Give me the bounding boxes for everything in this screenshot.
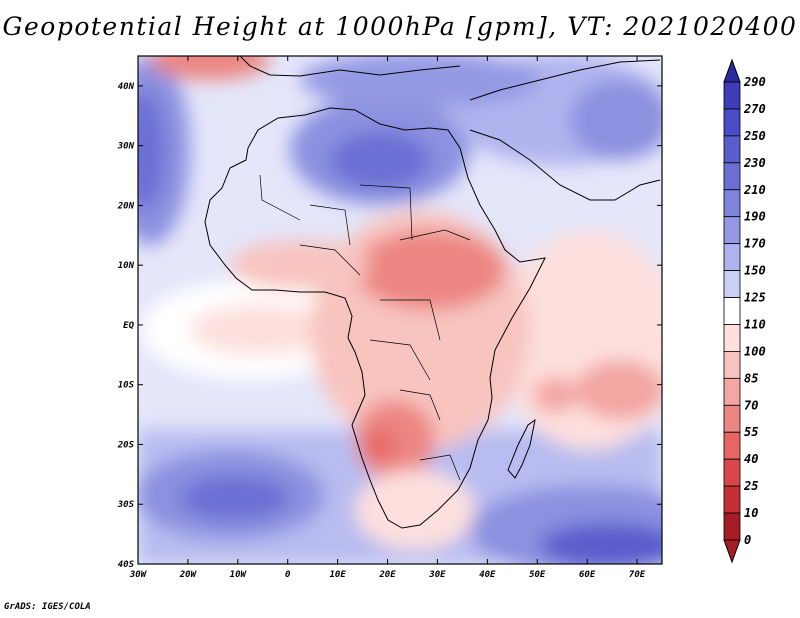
colorbar-segment (723, 431, 741, 460)
colorbar-segment (723, 189, 741, 218)
colorbar-label: 100 (744, 344, 766, 358)
plot-frame (137, 55, 663, 565)
lat-tick-label: 10N (118, 261, 135, 271)
colorbar-label: 190 (744, 210, 766, 224)
colorbar-segment (723, 485, 741, 514)
latitude-axis: 40N 30N 20N 10N EQ 10S 20S 30S 40S (117, 82, 662, 570)
colorbar-segment (723, 270, 741, 298)
lon-tick-label: 40E (479, 570, 496, 580)
lat-tick-label: 40N (118, 82, 135, 92)
lat-tick-label: 30N (117, 142, 135, 152)
colorbar-segment (723, 404, 741, 433)
lon-tick-label: 20E (378, 570, 396, 580)
europe-coastline (239, 56, 461, 77)
colorbar-segment (723, 324, 741, 352)
colorbar-segment (723, 377, 741, 406)
madagascar-coastline (507, 418, 536, 479)
lat-tick-label: 20N (117, 201, 135, 211)
lon-tick-label: 0 (285, 570, 291, 580)
colorbar-label: 55 (744, 425, 758, 439)
longitude-axis: 30W 20W 10W 0 10E 20E 30E 40E 50E 60E 70E (129, 56, 646, 580)
lon-tick-label: 30W (129, 570, 148, 580)
colorbar-label: 70 (744, 398, 758, 412)
colorbar-segment (723, 512, 741, 541)
colorbar-label: 210 (743, 183, 766, 197)
colorbar-label: 40 (744, 452, 758, 466)
colorbar-label: 10 (744, 506, 758, 520)
page-title: Geopotential Height at 1000hPa [gpm], VT… (2, 12, 798, 41)
colorbar-label: 290 (743, 75, 766, 89)
lon-tick-label: 10E (329, 570, 346, 580)
colorbar-segment (723, 108, 741, 137)
colorbar-label: 150 (744, 264, 766, 278)
lon-tick-label: 10W (230, 570, 248, 580)
colorbar-max-arrow (723, 58, 741, 83)
colorbar-label: 110 (744, 317, 766, 331)
colorbar-label: 125 (744, 291, 766, 305)
colorbar-label: 170 (744, 237, 766, 251)
footer-credit: GrADS: IGES/COLA (4, 602, 91, 612)
colorbar-segment (723, 216, 741, 245)
lon-tick-label: 50E (529, 570, 546, 580)
lon-tick-label: 70E (629, 570, 646, 580)
colorbar-label: 0 (744, 533, 751, 547)
colorbar-segment (723, 243, 741, 271)
colorbar-segment (723, 297, 741, 325)
colorbar: 2902702502302101901701501251101008570554… (723, 58, 766, 564)
africa-coastline (204, 107, 546, 529)
coastlines (204, 56, 661, 529)
colorbar-segment (723, 135, 741, 164)
colorbar-label: 250 (743, 129, 766, 143)
colorbar-segment (723, 458, 741, 487)
lon-tick-label: 30E (428, 570, 446, 580)
colorbar-min-arrow (723, 539, 741, 564)
colorbar-label: 270 (743, 102, 766, 116)
lat-tick-label: 10S (118, 381, 135, 391)
colorbar-label: 230 (743, 156, 766, 170)
lat-tick-label: 30S (117, 500, 135, 510)
colorbar-segment (723, 81, 741, 110)
height-field (138, 56, 662, 564)
lat-tick-label: 20S (117, 440, 135, 450)
lat-tick-label: 40S (118, 560, 135, 570)
lon-tick-label: 60E (579, 570, 596, 580)
lon-tick-label: 20W (179, 570, 198, 580)
country-borders (259, 174, 471, 481)
colorbar-segment (723, 351, 741, 379)
colorbar-label: 25 (743, 479, 758, 493)
colorbar-label: 85 (744, 371, 758, 385)
colorbar-segment (723, 162, 741, 191)
lat-tick-label: EQ (123, 321, 134, 331)
eurasia-coastline (469, 59, 661, 201)
